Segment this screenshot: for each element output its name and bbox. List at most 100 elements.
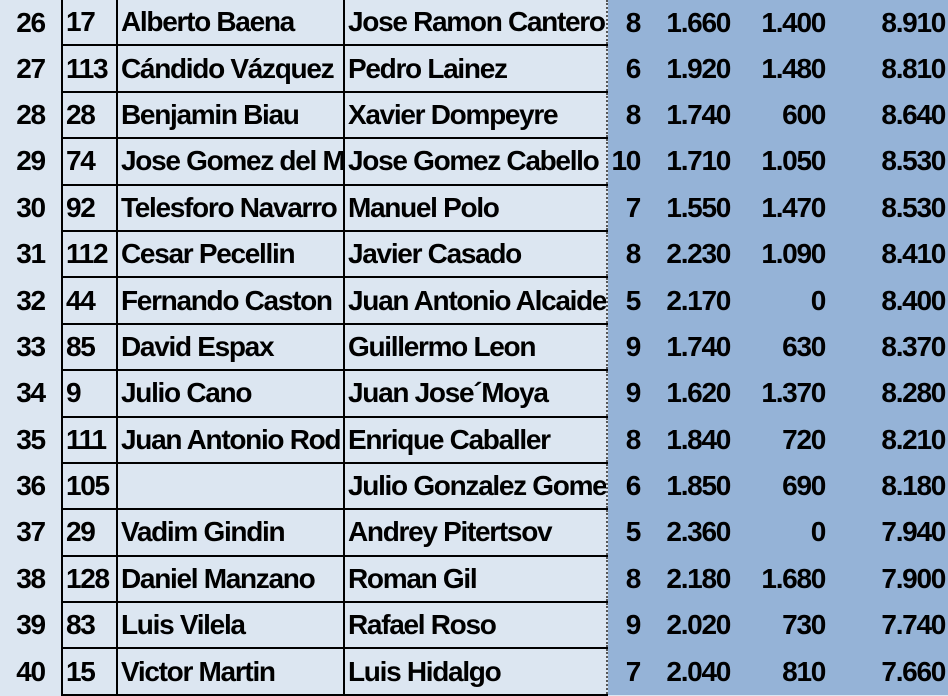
player-cell[interactable]: Daniel Manzano xyxy=(117,555,345,604)
id-cell[interactable]: 113 xyxy=(62,45,118,93)
player-cell[interactable]: Julio Cano xyxy=(117,370,345,418)
score-b-cell[interactable]: 2.170 xyxy=(643,277,733,324)
total-cell[interactable]: 8.400 xyxy=(828,277,948,324)
position-cell[interactable]: 38 xyxy=(0,555,63,603)
partner-cell[interactable]: Luis Hidalgo xyxy=(344,648,608,696)
partner-cell[interactable]: Manuel Polo xyxy=(344,184,608,232)
position-cell[interactable]: 31 xyxy=(0,230,63,278)
score-c-cell[interactable]: 1.680 xyxy=(733,555,828,603)
player-cell[interactable]: Telesforo Navarro xyxy=(117,184,345,232)
score-c-cell[interactable]: 720 xyxy=(733,416,828,463)
position-cell[interactable]: 33 xyxy=(0,323,63,371)
score-c-cell[interactable]: 810 xyxy=(733,648,828,695)
total-cell[interactable]: 8.910 xyxy=(828,0,948,46)
score-b-cell[interactable]: 2.230 xyxy=(643,230,733,278)
id-cell[interactable]: 111 xyxy=(62,416,118,464)
games-cell[interactable]: 9 xyxy=(607,323,643,371)
score-b-cell[interactable]: 1.710 xyxy=(643,138,733,185)
score-b-cell[interactable]: 1.920 xyxy=(643,45,733,92)
position-cell[interactable]: 35 xyxy=(0,416,63,463)
player-cell[interactable]: Vadim Gindin xyxy=(117,509,345,557)
games-cell[interactable]: 6 xyxy=(607,462,643,510)
partner-cell[interactable]: Pedro Lainez xyxy=(344,45,608,93)
player-cell[interactable]: Luis Vilela xyxy=(117,602,345,650)
position-cell[interactable]: 36 xyxy=(0,462,63,510)
total-cell[interactable]: 8.280 xyxy=(828,370,948,417)
partner-cell[interactable]: Roman Gil xyxy=(344,555,608,604)
id-cell[interactable]: 9 xyxy=(62,370,118,418)
partner-cell[interactable]: Juan Jose´Moya xyxy=(344,370,608,418)
player-cell[interactable]: Alberto Baena xyxy=(117,0,345,47)
total-cell[interactable]: 7.940 xyxy=(828,509,948,556)
position-cell[interactable]: 32 xyxy=(0,277,63,324)
games-cell[interactable]: 5 xyxy=(607,509,643,556)
games-cell[interactable]: 10 xyxy=(607,138,643,185)
player-cell[interactable]: Jose Gomez del M xyxy=(117,138,345,186)
score-b-cell[interactable]: 1.850 xyxy=(643,462,733,510)
id-cell[interactable]: 17 xyxy=(62,0,118,47)
score-c-cell[interactable]: 690 xyxy=(733,462,828,510)
id-cell[interactable]: 112 xyxy=(62,230,118,279)
total-cell[interactable]: 8.530 xyxy=(828,184,948,231)
score-c-cell[interactable]: 1.090 xyxy=(733,230,828,278)
id-cell[interactable]: 92 xyxy=(62,184,118,232)
score-b-cell[interactable]: 1.660 xyxy=(643,0,733,46)
position-cell[interactable]: 26 xyxy=(0,0,63,46)
score-b-cell[interactable]: 1.550 xyxy=(643,184,733,231)
score-b-cell[interactable]: 1.740 xyxy=(643,323,733,371)
total-cell[interactable]: 8.640 xyxy=(828,91,948,139)
games-cell[interactable]: 5 xyxy=(607,277,643,324)
games-cell[interactable]: 8 xyxy=(607,230,643,278)
player-cell[interactable]: Benjamin Biau xyxy=(117,91,345,140)
player-cell[interactable]: Juan Antonio Rod xyxy=(117,416,345,464)
id-cell[interactable]: 85 xyxy=(62,323,118,372)
position-cell[interactable]: 40 xyxy=(0,648,63,695)
player-cell[interactable]: Cesar Pecellin xyxy=(117,230,345,279)
games-cell[interactable]: 8 xyxy=(607,91,643,139)
games-cell[interactable]: 9 xyxy=(607,602,643,649)
score-c-cell[interactable]: 1.050 xyxy=(733,138,828,185)
total-cell[interactable]: 8.210 xyxy=(828,416,948,463)
id-cell[interactable]: 44 xyxy=(62,277,118,325)
position-cell[interactable]: 27 xyxy=(0,45,63,92)
partner-cell[interactable]: Guillermo Leon xyxy=(344,323,608,372)
total-cell[interactable]: 8.530 xyxy=(828,138,948,185)
score-b-cell[interactable]: 1.740 xyxy=(643,91,733,139)
score-b-cell[interactable]: 1.840 xyxy=(643,416,733,463)
player-cell[interactable]: David Espax xyxy=(117,323,345,372)
score-b-cell[interactable]: 1.620 xyxy=(643,370,733,417)
position-cell[interactable]: 28 xyxy=(0,91,63,139)
position-cell[interactable]: 34 xyxy=(0,370,63,417)
games-cell[interactable]: 7 xyxy=(607,184,643,231)
games-cell[interactable]: 8 xyxy=(607,0,643,46)
total-cell[interactable]: 8.180 xyxy=(828,462,948,510)
score-c-cell[interactable]: 1.400 xyxy=(733,0,828,46)
player-cell[interactable]: Victor Martin xyxy=(117,648,345,696)
id-cell[interactable]: 83 xyxy=(62,602,118,650)
partner-cell[interactable]: Javier Casado xyxy=(344,230,608,279)
score-c-cell[interactable]: 1.370 xyxy=(733,370,828,417)
score-b-cell[interactable]: 2.040 xyxy=(643,648,733,695)
player-cell[interactable] xyxy=(117,462,345,511)
total-cell[interactable]: 8.370 xyxy=(828,323,948,371)
score-b-cell[interactable]: 2.180 xyxy=(643,555,733,603)
score-c-cell[interactable]: 630 xyxy=(733,323,828,371)
partner-cell[interactable]: Andrey Pitertsov xyxy=(344,509,608,557)
id-cell[interactable]: 29 xyxy=(62,509,118,557)
score-b-cell[interactable]: 2.360 xyxy=(643,509,733,556)
score-c-cell[interactable]: 0 xyxy=(733,277,828,324)
score-b-cell[interactable]: 2.020 xyxy=(643,602,733,649)
total-cell[interactable]: 7.900 xyxy=(828,555,948,603)
id-cell[interactable]: 15 xyxy=(62,648,118,696)
games-cell[interactable]: 9 xyxy=(607,370,643,417)
position-cell[interactable]: 37 xyxy=(0,509,63,556)
id-cell[interactable]: 128 xyxy=(62,555,118,604)
player-cell[interactable]: Cándido Vázquez xyxy=(117,45,345,93)
partner-cell[interactable]: Rafael Roso xyxy=(344,602,608,650)
total-cell[interactable]: 8.410 xyxy=(828,230,948,278)
total-cell[interactable]: 7.740 xyxy=(828,602,948,649)
id-cell[interactable]: 105 xyxy=(62,462,118,511)
games-cell[interactable]: 7 xyxy=(607,648,643,695)
partner-cell[interactable]: Jose Ramon Cantero xyxy=(344,0,608,47)
partner-cell[interactable]: Julio Gonzalez Gome xyxy=(344,462,608,511)
